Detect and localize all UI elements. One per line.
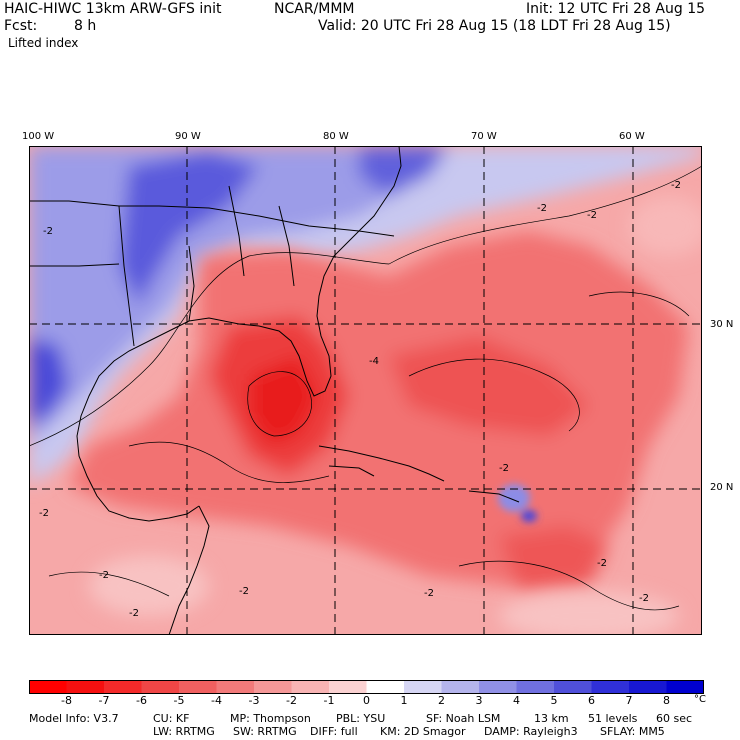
map-frame xyxy=(29,146,702,635)
colorbar-tick-label: -5 xyxy=(173,694,185,707)
contour-label: -2 xyxy=(43,226,53,237)
pbl-scheme: PBL: YSU xyxy=(336,712,386,725)
microphysics-scheme: MP: Thompson xyxy=(230,712,311,725)
colorbar-swatch xyxy=(179,680,217,694)
contour-label: -2 xyxy=(597,558,607,569)
stable-region xyxy=(29,146,702,486)
colorbar-swatch xyxy=(366,680,405,694)
colorbar-tick-label: 8 xyxy=(663,694,670,707)
lon-label: 60 W xyxy=(619,131,645,142)
contour-label: -2 xyxy=(424,588,434,599)
colorbar-tick-label: -3 xyxy=(248,694,260,707)
damping: DAMP: Rayleigh3 xyxy=(484,725,578,738)
organization-label: NCAR/MMM xyxy=(274,1,355,17)
levels: 51 levels xyxy=(588,712,638,725)
contour-label: -2 xyxy=(239,586,249,597)
faint-areas xyxy=(89,196,702,635)
lon-label: 70 W xyxy=(471,131,497,142)
colorbar-tick-label: -4 xyxy=(211,694,222,707)
colorbar-swatch xyxy=(104,680,142,694)
colorbar-tick-label: -2 xyxy=(286,694,297,707)
colorbar-swatch xyxy=(29,680,67,694)
lifted-index-map: -2 -2 -2 -2 -2 -2 -2 -2 -2 -4 -2 -2 -2 xyxy=(29,146,702,635)
contour-label: -2 xyxy=(99,570,109,581)
colorbar-swatch xyxy=(591,680,630,694)
colorbar-tick-label: -8 xyxy=(61,694,72,707)
colorbar-tick-label: 6 xyxy=(588,694,595,707)
lon-label: 90 W xyxy=(175,131,201,142)
forecast-label: Fcst: xyxy=(4,18,38,34)
contour-label: -2 xyxy=(639,593,649,604)
contour-lines xyxy=(29,165,702,611)
field-name: Lifted index xyxy=(8,36,79,50)
colorbar-swatch xyxy=(629,680,667,694)
lon-label: 100 W xyxy=(22,131,55,142)
colorbar-tick-label: 7 xyxy=(625,694,633,707)
contour-label: -2 xyxy=(129,608,139,619)
colorbar-tick-label: 3 xyxy=(475,694,483,707)
contour-label: -2 xyxy=(39,508,49,519)
colorbar-tick-label: 2 xyxy=(438,694,445,707)
colorbar-tick-label: -6 xyxy=(136,694,147,707)
colorbar-tick-label: 5 xyxy=(550,694,558,707)
colorbar-tick-label: -1 xyxy=(323,694,335,707)
colorbar-tick-label: -7 xyxy=(98,694,110,707)
contour-label: -2 xyxy=(499,463,509,474)
forecast-hour: 8 h xyxy=(74,18,97,34)
colorbar-swatch xyxy=(291,680,330,694)
colorbar xyxy=(29,680,704,694)
colorbar-swatch xyxy=(441,680,480,694)
colorbar-swatch xyxy=(141,680,180,694)
colorbar-tick-label: 4 xyxy=(513,694,520,707)
model-info: Model Info: V3.7 xyxy=(29,712,119,725)
valid-time: Valid: 20 UTC Fri 28 Aug 15 (18 LDT Fri … xyxy=(318,18,671,34)
timestep: 60 sec xyxy=(656,712,693,725)
km-option: KM: 2D Smagor xyxy=(380,725,466,738)
colorbar-swatch xyxy=(254,680,292,694)
stable-blob xyxy=(498,484,537,522)
colorbar-swatch xyxy=(329,680,367,694)
contour-label: -4 xyxy=(369,356,379,367)
colorbar-swatch xyxy=(479,680,517,694)
lat-label: 30 N xyxy=(710,319,734,330)
resolution: 13 km xyxy=(534,712,569,725)
colorbar-swatch xyxy=(554,680,592,694)
unstable-region xyxy=(69,231,689,591)
colorbar-swatch xyxy=(404,680,442,694)
colorbar-swatch xyxy=(666,680,704,694)
diffusion: DIFF: full xyxy=(310,725,358,738)
cumulus-scheme: CU: KF xyxy=(153,712,190,725)
init-time: Init: 12 UTC Fri 28 Aug 15 xyxy=(526,1,706,17)
longwave-scheme: LW: RRTMG xyxy=(153,725,215,738)
lon-label: 80 W xyxy=(323,131,349,142)
colorbar-tick-label: 0 xyxy=(363,694,370,707)
shortwave-scheme: SW: RRTMG xyxy=(233,725,297,738)
colorbar-frame xyxy=(29,680,704,694)
contour-label: -2 xyxy=(587,210,597,221)
model-title: HAIC-HIWC 13km ARW-GFS init xyxy=(4,1,222,17)
lat-label: 20 N xyxy=(710,482,734,493)
colorbar-swatch xyxy=(216,680,255,694)
contour-label: -2 xyxy=(537,203,547,214)
contour-label: -2 xyxy=(671,180,681,191)
colorbar-swatch xyxy=(516,680,555,694)
surface-layer: SFLAY: MM5 xyxy=(600,725,665,738)
colorbar-tick-label: 1 xyxy=(400,694,408,707)
colorbar-unit: °C xyxy=(694,694,706,705)
surface-scheme: SF: Noah LSM xyxy=(426,712,501,725)
contour-label-group: -2 -2 -2 -2 -2 -2 -2 -2 -2 -4 -2 -2 -2 xyxy=(39,180,681,619)
colorbar-swatch xyxy=(66,680,105,694)
grid-lines xyxy=(29,146,702,635)
